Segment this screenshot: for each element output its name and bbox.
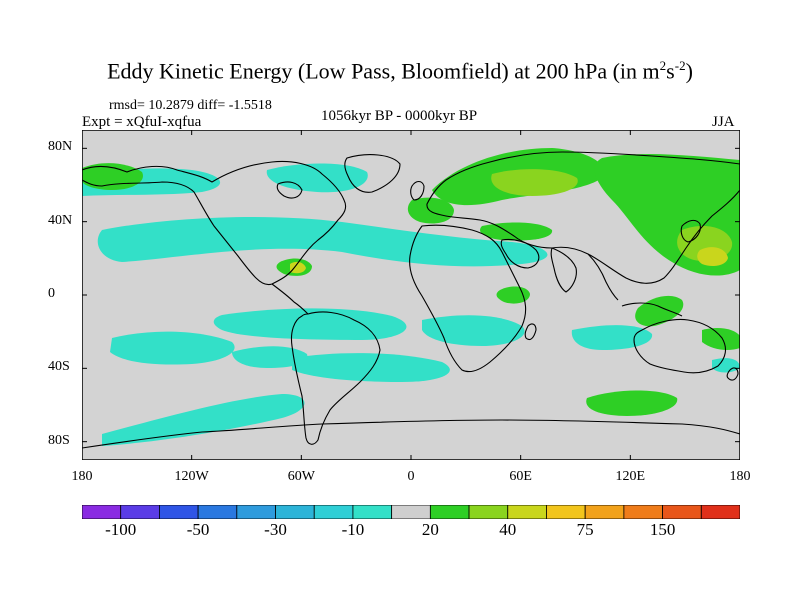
- coastlines: [82, 151, 740, 449]
- colorbar-label: 20: [421, 520, 439, 539]
- anomaly-green-europe: [407, 197, 454, 224]
- anomaly-cyan-southern-atlantic: [292, 353, 450, 382]
- lon-label: 120E: [615, 469, 646, 484]
- colorbar-swatch: [507, 505, 547, 519]
- coast-north-america: [82, 160, 347, 286]
- longitude-ticks: [82, 130, 740, 460]
- lat-label: 0: [48, 286, 55, 301]
- colorbar-swatch: [429, 505, 470, 519]
- lat-label: 80N: [48, 139, 73, 155]
- coast-madagascar: [524, 323, 537, 341]
- world-map: [82, 130, 740, 460]
- anomaly-cyan-north-atlantic: [97, 216, 548, 267]
- colorbar-swatch: [546, 505, 586, 519]
- coast-arabia: [500, 238, 540, 269]
- colorbar-swatch: [313, 505, 354, 519]
- colorbar-swatch: [82, 505, 122, 519]
- lat-label: 40S: [48, 359, 70, 375]
- colorbar-swatch: [120, 505, 160, 519]
- coast-hudson-bay: [276, 181, 303, 199]
- anomaly-cyan-south-pacific-east: [232, 346, 308, 368]
- colorbar-swatch: [584, 505, 625, 519]
- title-superscript-1: 2: [659, 58, 667, 73]
- stats-label: rmsd= 10.2879 diff= -1.5518: [109, 98, 272, 113]
- experiment-label: Expt = xQfuI-xqfua: [82, 114, 202, 130]
- colorbar-label: 40: [499, 520, 517, 539]
- lon-label: 180: [71, 469, 93, 484]
- lat-label: 40N: [48, 212, 73, 228]
- coast-central-america: [271, 283, 309, 315]
- anomaly-green-tasman: [702, 328, 740, 350]
- coast-japan: [680, 219, 701, 243]
- lon-label: 0: [407, 469, 415, 484]
- anomaly-cyan-canada: [266, 163, 368, 193]
- colorbar-swatch: [700, 505, 740, 519]
- colorbar-label: -10: [341, 520, 365, 539]
- colorbar-label: -50: [186, 520, 210, 539]
- latitude-ticks: [82, 147, 740, 443]
- colorbar-label: -100: [105, 520, 137, 539]
- coast-south-america: [290, 311, 381, 445]
- coast-australia: [633, 318, 727, 374]
- anomaly-cyan-southern-indian: [712, 358, 740, 373]
- anomaly-lightgreen-eurasia-core: [491, 169, 578, 196]
- coast-india: [550, 247, 577, 293]
- colorbar-label: 150: [649, 520, 676, 539]
- colorbar-swatch: [662, 505, 702, 519]
- colorbar-swatch: [468, 505, 509, 519]
- lon-label: 60E: [509, 469, 532, 484]
- anomaly-yellowgreen-north-pacific-core: [697, 247, 728, 266]
- colorbar-label: -30: [264, 520, 287, 539]
- period-label: 1056kyr BP - 0000kyr BP: [321, 108, 478, 124]
- chart-title: Eddy Kinetic Energy (Low Pass, Bloomfiel…: [0, 58, 800, 84]
- coast-greenland: [344, 154, 401, 193]
- colorbar-label: 75: [576, 520, 594, 539]
- anomaly-green-southern-indian: [586, 390, 678, 416]
- anomaly-yellowgreen-atlantic-core: [290, 261, 306, 274]
- colorbar: [82, 505, 740, 519]
- colorbar-swatch: [236, 505, 276, 519]
- anomaly-shading: [82, 148, 740, 446]
- colorbar-swatch: [197, 505, 238, 519]
- colorbar-swatches: [82, 505, 740, 519]
- lon-label: 60W: [287, 469, 315, 484]
- colorbar-swatch: [352, 505, 393, 519]
- season-label: JJA: [712, 114, 735, 130]
- coast-uk: [410, 180, 425, 201]
- title-suffix: ): [685, 58, 693, 84]
- title-prefix: Eddy Kinetic Energy (Low Pass, Bloomfiel…: [107, 58, 660, 84]
- colorbar-swatch: [623, 505, 663, 519]
- colorbar-swatch: [391, 505, 431, 519]
- colorbar-swatch: [275, 505, 315, 519]
- anomaly-cyan-tropical-east-pacific: [213, 308, 407, 340]
- coast-antarctica: [82, 419, 740, 449]
- coast-eurasia: [426, 151, 740, 284]
- title-mid: s: [666, 58, 675, 84]
- coast-southeast-asia: [587, 253, 619, 301]
- lon-label: 120W: [174, 469, 209, 484]
- anomaly-cyan-south-pacific: [110, 331, 235, 365]
- anomaly-cyan-southern-ocean: [102, 394, 305, 446]
- anomaly-cyan-indian-ocean: [571, 325, 653, 350]
- title-superscript-2: -2: [674, 58, 686, 73]
- coast-africa: [409, 224, 527, 373]
- colorbar-swatch: [159, 505, 199, 519]
- lon-label: 180: [729, 469, 751, 484]
- coast-indonesia: [621, 302, 683, 317]
- anomaly-cyan-southern-africa: [422, 315, 525, 346]
- lat-label: 80S: [48, 432, 70, 448]
